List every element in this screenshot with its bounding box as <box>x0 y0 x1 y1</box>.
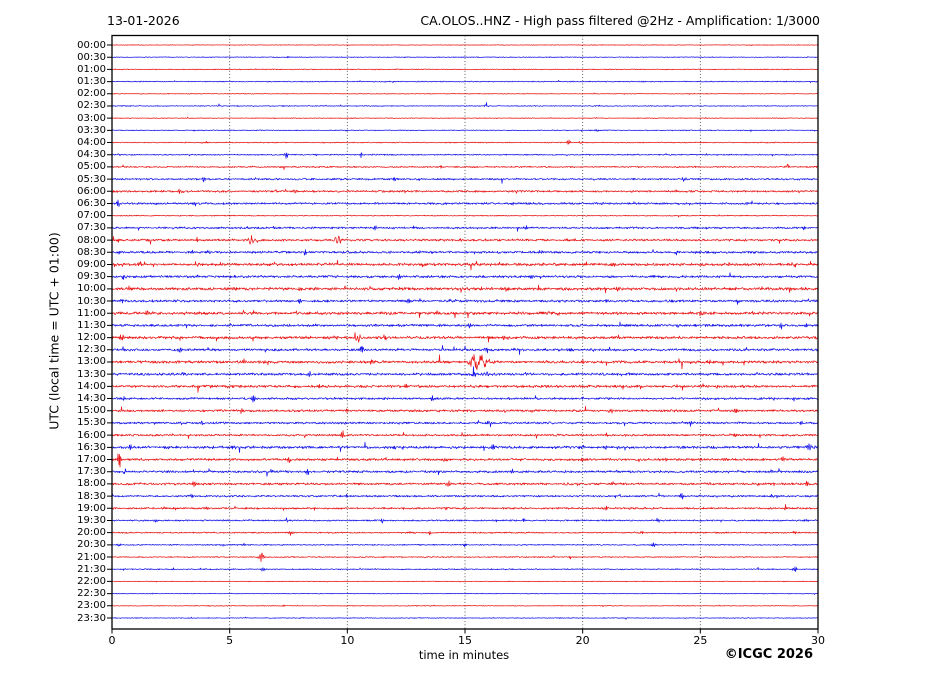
y-tick-label: 17:00 <box>77 454 106 465</box>
y-tick-label: 15:30 <box>77 417 106 429</box>
y-tick-label: 16:30 <box>77 441 106 453</box>
y-tick-label: 05:00 <box>77 161 106 173</box>
y-tick-label: 02:00 <box>77 88 106 100</box>
x-tick-label: 0 <box>108 634 116 647</box>
y-tick-label: 07:30 <box>77 222 106 234</box>
y-tick-label: 10:00 <box>77 283 106 295</box>
y-tick-label: 08:30 <box>77 246 106 258</box>
x-tick-label: 5 <box>226 634 234 647</box>
y-tick-label: 19:00 <box>77 502 106 514</box>
y-tick-label: 14:30 <box>77 393 106 405</box>
x-tick-label: 30 <box>811 634 825 647</box>
y-tick-label: 12:00 <box>77 332 106 344</box>
y-tick-label: 09:00 <box>77 258 106 270</box>
y-tick-label: 19:30 <box>77 514 106 526</box>
y-tick-label: 18:00 <box>77 478 106 490</box>
y-tick-label: 22:00 <box>77 575 106 587</box>
y-tick-label: 14:00 <box>77 380 106 392</box>
y-tick-label: 13:30 <box>77 368 106 380</box>
y-tick-label: 06:00 <box>77 185 106 197</box>
y-tick-label: 18:30 <box>77 490 106 502</box>
x-tick-label: 10 <box>340 634 355 647</box>
y-tick-label: 02:30 <box>77 100 106 112</box>
y-tick-label: 15:00 <box>77 405 106 417</box>
x-tick-label: 20 <box>575 634 590 647</box>
y-tick-label: 16:00 <box>77 429 106 441</box>
y-tick-label: 11:30 <box>77 319 106 331</box>
y-tick-label: 03:00 <box>77 112 106 124</box>
y-tick-label: 07:00 <box>77 210 106 222</box>
y-tick-label: 21:30 <box>77 563 106 575</box>
y-tick-label: 09:30 <box>77 271 106 283</box>
y-tick-label: 11:00 <box>77 307 106 319</box>
y-tick-label: 08:00 <box>77 234 106 246</box>
y-tick-label: 23:00 <box>77 600 106 612</box>
y-tick-label: 03:30 <box>77 124 106 136</box>
y-tick-label: 23:30 <box>77 612 106 624</box>
y-axis-label: UTC (local time = UTC + 01:00) <box>46 232 62 430</box>
y-tick-label: 01:30 <box>77 76 106 88</box>
x-axis-label: time in minutes <box>418 648 510 662</box>
y-tick-label: 12:30 <box>77 344 106 356</box>
y-tick-label: 20:30 <box>77 539 106 551</box>
y-tick-label: 01:00 <box>77 63 106 75</box>
y-tick-label: 00:00 <box>77 39 106 51</box>
y-tick-label: 22:30 <box>77 588 106 600</box>
y-tick-label: 10:30 <box>77 295 106 307</box>
copyright: ©ICGC 2026 <box>724 647 813 662</box>
y-tick-label: 13:00 <box>77 356 106 368</box>
y-tick-label: 06:30 <box>77 197 106 209</box>
y-tick-label: 04:30 <box>77 149 106 161</box>
y-tick-label: 04:00 <box>77 137 106 149</box>
y-tick-label: 17:30 <box>77 466 106 478</box>
y-tick-label: 00:30 <box>77 51 106 63</box>
y-tick-label: 21:00 <box>77 551 106 563</box>
y-tick-label: 05:30 <box>77 173 106 185</box>
x-tick-label: 15 <box>458 634 472 647</box>
x-tick-label: 25 <box>693 634 708 647</box>
plot-title: CA.OLOS..HNZ - High pass filtered @2Hz -… <box>420 13 820 28</box>
date-title: 13-01-2026 <box>107 13 180 28</box>
y-tick-label: 20:00 <box>77 527 106 539</box>
